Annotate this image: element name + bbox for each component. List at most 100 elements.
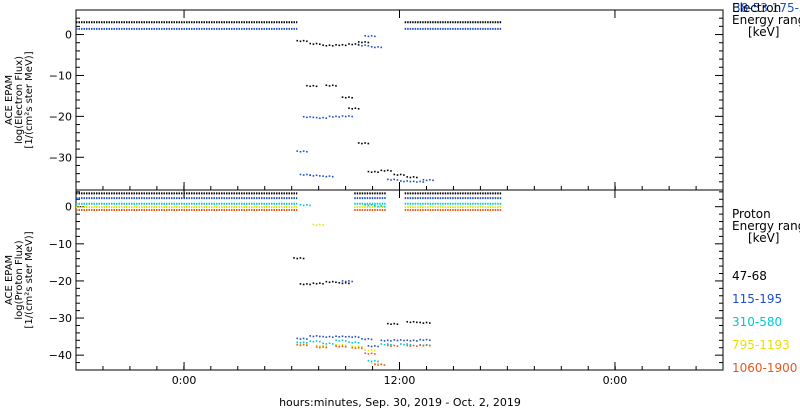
data-point xyxy=(393,344,396,347)
data-point xyxy=(312,223,315,226)
data-point xyxy=(396,345,399,347)
data-point xyxy=(299,257,302,259)
data-point xyxy=(377,362,379,365)
electron-panel-frame xyxy=(75,9,724,191)
data-point xyxy=(364,142,366,144)
y-label-line: [1/(cm²s ster MeV)] xyxy=(24,51,35,148)
data-point xyxy=(344,344,347,347)
data-point xyxy=(338,336,341,338)
data-point xyxy=(425,344,428,346)
data-point xyxy=(396,179,399,181)
electron-y-axis-label: ACE EPAM log(Electron Flux) [1/(cm²s ster … xyxy=(4,51,35,148)
data-point xyxy=(403,343,405,346)
data-point xyxy=(377,345,379,348)
y-tick-label: −20 xyxy=(49,275,72,288)
data-point xyxy=(370,171,373,173)
data-point xyxy=(412,176,415,178)
data-point xyxy=(325,343,328,345)
data-point xyxy=(399,343,402,345)
data-point xyxy=(428,344,431,347)
data-point xyxy=(299,40,302,43)
data-point xyxy=(309,204,311,207)
data-point xyxy=(422,322,425,324)
data-point xyxy=(425,179,428,182)
electron-legend: 38-53 175-315ElectronEnergy range[keV] xyxy=(732,1,800,39)
data-point xyxy=(390,345,392,347)
data-point xyxy=(370,362,373,365)
data-point xyxy=(309,174,311,177)
data-point xyxy=(357,346,360,349)
data-point xyxy=(302,174,305,176)
electron-y-ticks: 0 −10 −20 −30 xyxy=(49,9,723,191)
data-point xyxy=(364,349,366,351)
data-point xyxy=(331,44,334,47)
data-point xyxy=(386,343,389,345)
data-point xyxy=(377,205,379,208)
data-point xyxy=(306,338,308,340)
proton-panel-frame xyxy=(75,189,724,371)
y-tick-label: −10 xyxy=(49,238,72,251)
data-point xyxy=(361,346,363,348)
data-point xyxy=(296,39,299,42)
legend-title-line: [keV] xyxy=(748,231,779,245)
data-point xyxy=(315,85,318,88)
data-point xyxy=(306,84,308,87)
data-point xyxy=(354,335,357,338)
legend-overlap-label: 38-53 175-315 xyxy=(733,1,800,15)
data-point xyxy=(399,339,402,341)
data-point xyxy=(302,341,305,343)
data-point xyxy=(309,340,311,342)
data-point xyxy=(351,346,354,349)
data-point xyxy=(325,175,328,178)
data-point xyxy=(419,344,421,346)
data-point xyxy=(344,280,347,283)
data-point xyxy=(367,359,370,362)
data-point xyxy=(383,343,386,346)
data-point xyxy=(344,44,347,47)
data-point xyxy=(344,115,347,118)
data-point xyxy=(302,115,305,118)
data-point xyxy=(322,224,324,226)
data-point xyxy=(386,339,389,342)
electron-flux-panel: 0 −10 −20 −30 ACE EPAM log(Electron Flux) [1/… xyxy=(4,1,800,191)
data-point xyxy=(383,205,386,208)
data-point xyxy=(318,335,321,338)
data-point xyxy=(380,46,383,49)
data-point xyxy=(315,346,318,348)
data-point xyxy=(293,257,295,259)
data-point xyxy=(318,340,321,343)
data-point xyxy=(338,346,341,348)
data-point xyxy=(354,347,357,350)
electron-plot-area xyxy=(76,21,502,183)
data-point xyxy=(302,39,305,42)
data-point xyxy=(422,178,425,181)
data-point xyxy=(312,43,315,45)
data-point xyxy=(364,44,366,46)
data-point xyxy=(387,322,389,325)
data-point xyxy=(325,345,328,347)
data-point xyxy=(370,349,373,351)
data-point xyxy=(322,344,324,347)
data-point xyxy=(406,339,409,342)
data-point xyxy=(315,174,318,177)
data-point xyxy=(318,43,321,45)
data-point xyxy=(374,205,376,207)
data-point xyxy=(344,281,347,284)
data-point xyxy=(387,178,389,181)
data-point xyxy=(367,170,370,173)
data-point xyxy=(309,42,311,45)
data-point xyxy=(338,344,341,347)
data-point xyxy=(380,205,383,207)
data-point xyxy=(296,150,299,152)
legend-entry: 115-195 xyxy=(732,292,782,306)
data-point xyxy=(325,117,328,119)
data-point xyxy=(328,115,331,118)
data-point xyxy=(302,343,305,346)
data-point xyxy=(403,180,405,183)
data-point xyxy=(322,44,324,46)
data-point xyxy=(383,340,386,342)
data-point xyxy=(331,336,334,338)
data-point xyxy=(315,344,318,347)
data-point xyxy=(344,96,347,99)
